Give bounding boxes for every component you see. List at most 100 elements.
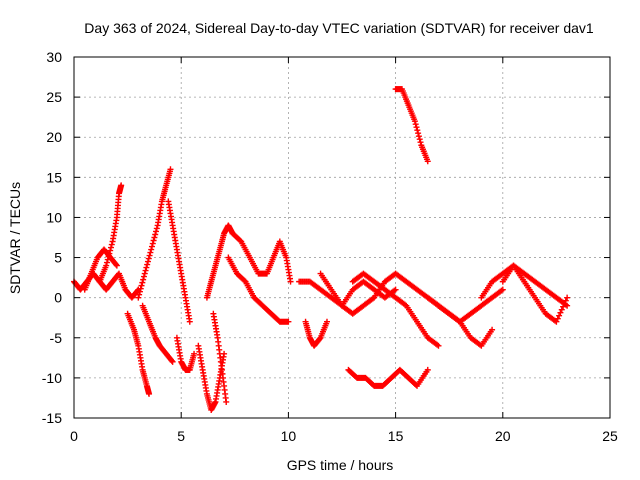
data-point [412, 121, 419, 128]
data-point [113, 261, 120, 268]
y-tick-label: -15 [42, 410, 62, 426]
data-point [489, 326, 496, 333]
x-axis-label: GPS time / hours [287, 457, 394, 473]
data-point [147, 249, 154, 256]
data-point [141, 270, 148, 277]
series-t7 [165, 198, 193, 325]
series-t12 [225, 254, 292, 325]
series-t13 [229, 230, 294, 285]
data-point [118, 182, 125, 189]
data-point [140, 276, 147, 283]
y-tick-label: 30 [46, 49, 62, 65]
data-point [553, 318, 560, 325]
data-point [144, 258, 151, 265]
y-tick-label: 5 [54, 250, 62, 266]
series-t18 [345, 366, 431, 389]
data-point [103, 262, 110, 269]
y-axis-label: SDTVAR / TECUs [7, 182, 23, 294]
series-t1 [71, 270, 142, 301]
data-point [138, 282, 145, 289]
data-point [105, 253, 112, 260]
x-tick-label: 5 [177, 428, 185, 444]
series-t6 [139, 302, 176, 365]
x-tick-label: 20 [495, 428, 511, 444]
series-t5 [135, 166, 174, 301]
data-point [144, 261, 151, 268]
series-t23 [499, 262, 571, 325]
data-point [415, 133, 422, 140]
data-point [435, 342, 442, 349]
x-tick-label: 15 [388, 428, 404, 444]
y-tick-label: -5 [50, 330, 63, 346]
grid-lines [74, 57, 610, 418]
data-point [152, 231, 159, 238]
data-point [323, 318, 330, 325]
y-tick-label: 10 [46, 209, 62, 225]
data-point [148, 246, 155, 253]
data-point [151, 234, 158, 241]
y-tick-label: 25 [46, 89, 62, 105]
data-point [223, 398, 230, 405]
y-tick-label: 15 [46, 169, 62, 185]
data-point [169, 358, 176, 365]
data-point [392, 286, 399, 293]
data-point [146, 390, 153, 397]
data-point [136, 288, 143, 295]
data-point [153, 228, 160, 235]
data-point [415, 130, 422, 137]
data-point [557, 309, 564, 316]
data-point [186, 318, 193, 325]
data-point [411, 118, 418, 125]
y-tick-label: 20 [46, 129, 62, 145]
data-point [416, 136, 423, 143]
data-series [71, 86, 571, 413]
series-t14 [302, 318, 330, 349]
data-point [287, 278, 294, 285]
series-t21 [435, 302, 496, 349]
data-point [146, 252, 153, 259]
data-point [554, 315, 561, 322]
data-point [191, 350, 198, 357]
data-point [136, 291, 143, 298]
series-t19 [392, 86, 431, 165]
data-point [103, 259, 110, 266]
data-point [140, 273, 147, 280]
data-point [316, 335, 323, 342]
series-t17 [349, 270, 442, 349]
data-point [562, 297, 569, 304]
data-point [168, 357, 175, 364]
data-point [113, 262, 120, 269]
x-tick-label: 25 [602, 428, 618, 444]
data-point [145, 255, 152, 262]
data-point [137, 285, 144, 292]
data-point [237, 237, 244, 244]
data-point [143, 264, 150, 271]
plot-frame [73, 56, 611, 419]
y-tick-label: 0 [54, 290, 62, 306]
data-point [153, 225, 160, 232]
series-t11 [210, 310, 230, 405]
data-point [414, 127, 421, 134]
data-point [241, 277, 248, 284]
data-point [107, 244, 114, 251]
data-point [413, 124, 420, 131]
data-point [142, 267, 149, 274]
data-point [106, 250, 113, 257]
data-point [149, 240, 156, 247]
data-point [556, 312, 563, 319]
data-point [150, 237, 157, 244]
data-point [107, 247, 114, 254]
data-point [558, 306, 565, 313]
x-tick-label: 0 [70, 428, 78, 444]
data-point [148, 243, 155, 250]
series-t3 [96, 182, 125, 285]
data-point [424, 366, 431, 373]
data-point [564, 294, 571, 301]
data-point [561, 300, 568, 307]
data-point [417, 139, 424, 146]
data-point [424, 158, 431, 165]
data-point [135, 294, 142, 301]
data-point [560, 303, 567, 310]
